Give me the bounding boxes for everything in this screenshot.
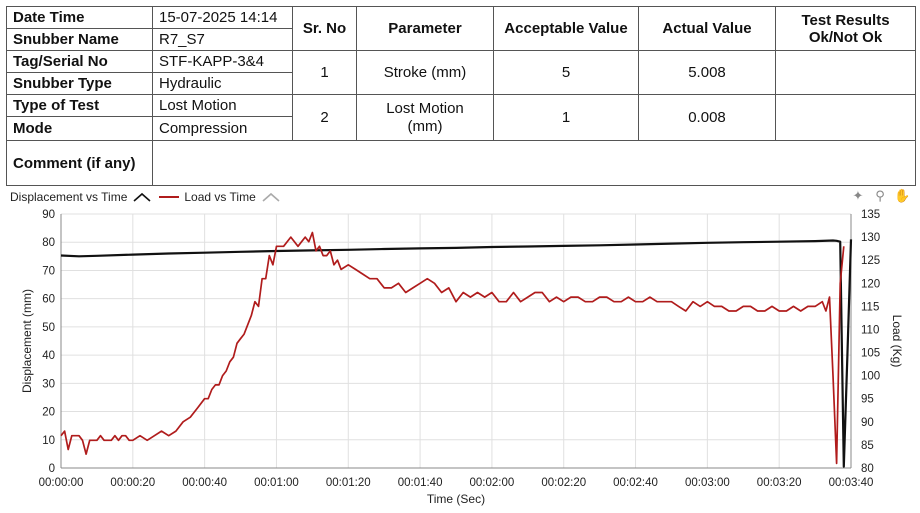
value-type-of-test: Lost Motion (153, 95, 293, 117)
y2-tick-label: 130 (861, 232, 880, 244)
chevron-up-icon (262, 192, 280, 202)
row2-test-result (776, 95, 915, 141)
y2-axis-title: Load (Kg) (890, 315, 904, 368)
legend-displacement[interactable]: Displacement vs Time (10, 190, 153, 204)
chevron-up-icon (133, 192, 151, 202)
pan-icon[interactable]: ✋ (894, 188, 911, 203)
y-tick-label: 30 (42, 378, 55, 390)
y2-tick-label: 95 (861, 394, 874, 406)
legend-load[interactable]: Load vs Time (159, 190, 281, 204)
label-tag-serial: Tag/Serial No (7, 51, 153, 73)
y2-tick-label: 110 (861, 324, 879, 336)
displacement-series-line (60, 239, 853, 468)
x-tick-label: 00:01:00 (254, 477, 299, 489)
y2-tick-label: 85 (861, 440, 874, 452)
x-tick-label: 00:00:40 (182, 477, 227, 489)
y-tick-label: 60 (42, 294, 55, 306)
chart-axes: 0 10 20 30 40 50 60 70 80 90 00:00:00 00:00:20 00:00… (39, 209, 881, 489)
value-mode: Compression (153, 117, 293, 141)
row1-acceptable-value: 5 (494, 51, 639, 95)
x-tick-label: 00:02:20 (541, 477, 586, 489)
value-date-time: 15-07-2025 14:14 (153, 7, 293, 29)
x-tick-label: 00:03:40 (829, 477, 874, 489)
row1-sr-no: 1 (293, 51, 357, 95)
sparkle-icon[interactable]: ✦ (852, 188, 864, 203)
x-tick-label: 00:00:00 (39, 477, 84, 489)
label-date-time: Date Time (7, 7, 153, 29)
row2-actual-value: 0.008 (639, 95, 776, 141)
y2-tick-label: 120 (861, 278, 880, 290)
y-tick-label: 90 (42, 209, 55, 221)
row1-actual-value: 5.008 (639, 51, 776, 95)
y-tick-label: 70 (42, 265, 55, 277)
label-type-of-test: Type of Test (7, 95, 153, 117)
magnify-icon[interactable]: ⚲ (875, 188, 885, 203)
y-axis-title: Displacement (mm) (20, 289, 34, 393)
load-series-line (60, 231, 845, 465)
y-tick-label: 50 (42, 322, 55, 334)
legend-load-label: Load vs Time (184, 190, 256, 204)
y2-tick-label: 100 (861, 371, 880, 383)
row1-parameter: Stroke (mm) (357, 51, 494, 95)
header-sr-no: Sr. No (293, 7, 357, 51)
x-tick-label: 00:00:20 (110, 477, 155, 489)
chart-toolbar: ✦ ⚲ ✋ (850, 188, 911, 204)
y2-tick-label: 105 (861, 348, 880, 360)
x-tick-label: 00:01:20 (326, 477, 371, 489)
x-tick-label: 00:02:00 (470, 477, 515, 489)
header-acceptable-value: Acceptable Value (494, 7, 639, 51)
y-tick-label: 80 (42, 237, 55, 249)
header-test-results: Test Results Ok/Not Ok (776, 7, 915, 51)
chart-grid (60, 213, 852, 469)
test-info-table: Date Time 15-07-2025 14:14 Snubber Name … (6, 6, 916, 186)
chart-legend: Displacement vs Time Load vs Time (10, 189, 288, 205)
value-comment (153, 141, 915, 185)
row2-acceptable-value: 1 (494, 95, 639, 141)
label-comment: Comment (if any) (7, 141, 153, 185)
y-tick-label: 10 (42, 435, 55, 447)
y-tick-label: 40 (42, 350, 55, 362)
x-axis-title: Time (Sec) (427, 492, 485, 506)
label-snubber-type: Snubber Type (7, 73, 153, 95)
y2-tick-label: 115 (861, 301, 879, 313)
y2-tick-label: 90 (861, 417, 874, 429)
x-tick-label: 00:01:40 (398, 477, 443, 489)
x-tick-label: 00:03:00 (685, 477, 730, 489)
legend-displacement-label: Displacement vs Time (10, 190, 128, 204)
label-snubber-name: Snubber Name (7, 29, 153, 51)
y-tick-label: 20 (42, 407, 55, 419)
row1-test-result (776, 51, 915, 95)
x-tick-label: 00:02:40 (613, 477, 658, 489)
value-snubber-name: R7_S7 (153, 29, 293, 51)
header-parameter: Parameter (357, 7, 494, 51)
y-tick-label: 0 (49, 463, 55, 475)
row2-parameter: Lost Motion (mm) (357, 95, 494, 141)
displacement-load-chart: 0 10 20 30 40 50 60 70 80 90 00:00:00 00:00:20 00:00… (20, 209, 904, 506)
row2-sr-no: 2 (293, 95, 357, 141)
legend-load-swatch (159, 196, 180, 198)
y2-tick-label: 125 (861, 255, 880, 267)
label-mode: Mode (7, 117, 153, 141)
value-tag-serial: STF-KAPP-3&4 (153, 51, 293, 73)
header-actual-value: Actual Value (639, 7, 776, 51)
x-tick-label: 00:03:20 (757, 477, 802, 489)
y2-tick-label: 80 (861, 463, 874, 475)
value-snubber-type: Hydraulic (153, 73, 293, 95)
y2-tick-label: 135 (861, 209, 880, 221)
